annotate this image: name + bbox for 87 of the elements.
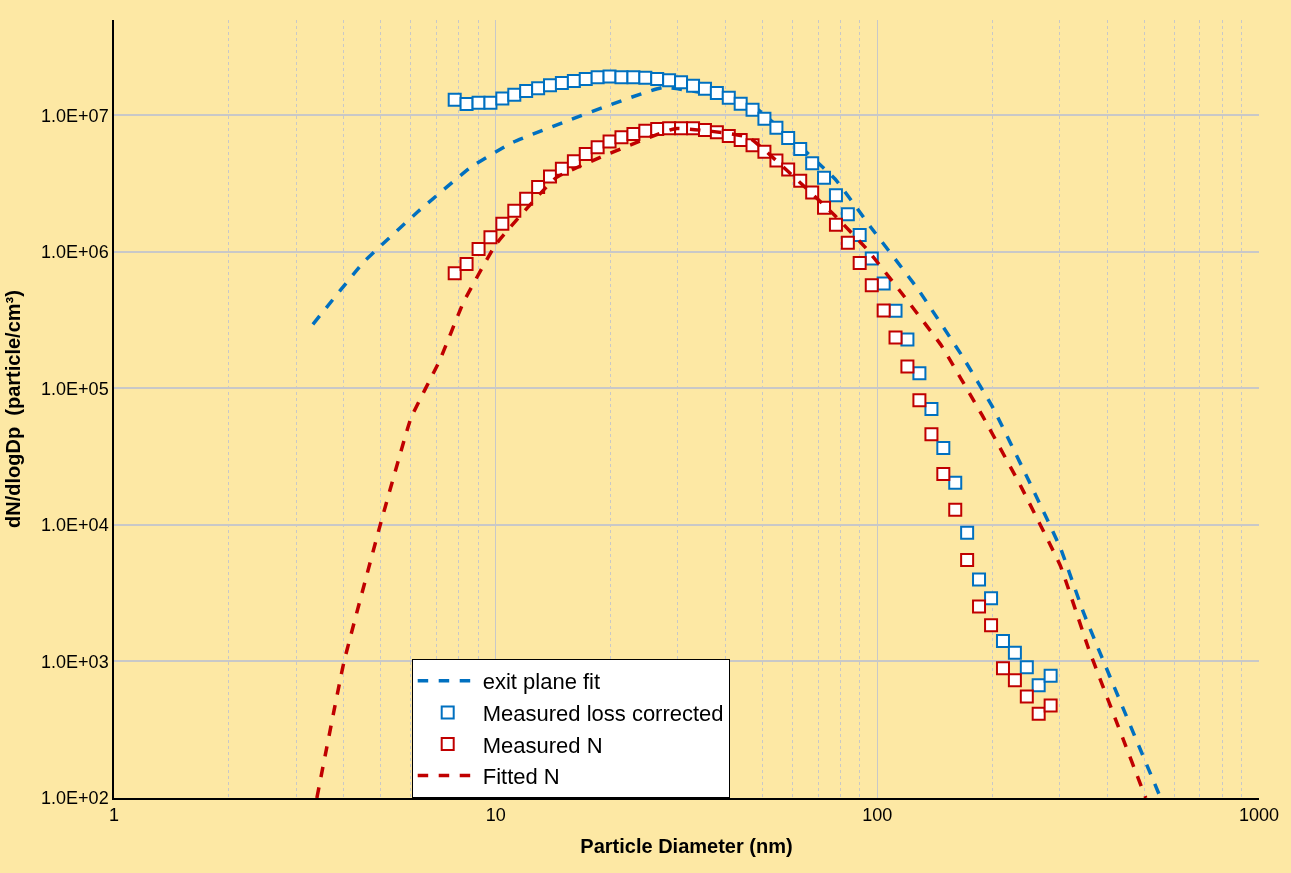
point	[543, 78, 558, 93]
point	[471, 242, 486, 257]
legend-label: Fitted N	[482, 764, 560, 790]
legend-label: Measured loss corrected	[482, 700, 724, 726]
point	[817, 200, 832, 215]
legend-label: exit plane fit	[482, 669, 601, 695]
legend-label: Measured N	[482, 732, 603, 758]
point	[519, 83, 534, 98]
point	[948, 502, 963, 517]
point	[793, 141, 808, 156]
y-tick-label: 1.0E+03	[41, 651, 109, 672]
point	[483, 95, 498, 110]
point	[709, 85, 724, 100]
point	[745, 102, 760, 117]
point	[828, 217, 843, 232]
point	[495, 216, 510, 231]
point	[578, 146, 593, 161]
point	[674, 75, 689, 90]
point	[936, 441, 951, 456]
point	[984, 591, 999, 606]
point	[578, 71, 593, 86]
point	[757, 111, 772, 126]
point	[876, 303, 891, 318]
point	[495, 91, 510, 106]
point	[948, 475, 963, 490]
point	[590, 140, 605, 155]
point	[769, 120, 784, 135]
y-tick-label: 1.0E+06	[41, 242, 109, 263]
point	[507, 87, 522, 102]
point	[686, 78, 701, 93]
point	[864, 278, 879, 293]
point	[912, 393, 927, 408]
point	[805, 156, 820, 171]
point	[1031, 678, 1046, 693]
point	[972, 599, 987, 614]
point	[805, 185, 820, 200]
point	[459, 256, 474, 271]
point	[828, 188, 843, 203]
point	[960, 553, 975, 568]
point	[554, 75, 569, 90]
point	[960, 525, 975, 540]
point	[1007, 645, 1022, 660]
y-axis-title: dN/dlogDp (particle/cm³)	[2, 290, 25, 528]
point	[995, 661, 1010, 676]
point	[984, 618, 999, 633]
point	[733, 96, 748, 111]
x-axis-title: Particle Diameter (nm)	[580, 835, 793, 858]
point	[447, 266, 462, 281]
x-tick-label: 1000	[1238, 805, 1280, 826]
point	[852, 228, 867, 243]
point	[840, 235, 855, 250]
point	[519, 191, 534, 206]
point	[936, 467, 951, 482]
y-tick-label: 1.0E+04	[41, 515, 109, 536]
x-tick-label: 1	[108, 805, 120, 826]
point	[888, 330, 903, 345]
point	[1007, 673, 1022, 688]
point	[1043, 698, 1058, 713]
point	[912, 366, 927, 381]
x-tick-label: 10	[485, 805, 506, 826]
point	[483, 230, 498, 245]
point	[566, 73, 581, 88]
point	[721, 90, 736, 105]
point	[697, 81, 712, 96]
point	[924, 401, 939, 416]
x-tick-label: 100	[862, 805, 893, 826]
point	[1019, 689, 1034, 704]
point	[900, 359, 915, 374]
point	[1019, 660, 1034, 675]
point	[447, 92, 462, 107]
y-tick-label: 1.0E+02	[41, 788, 109, 809]
point	[852, 255, 867, 270]
y-tick-label: 1.0E+05	[41, 378, 109, 399]
point	[924, 427, 939, 442]
point	[781, 130, 796, 145]
point	[614, 130, 629, 145]
point	[817, 170, 832, 185]
point	[757, 144, 772, 159]
point	[662, 73, 677, 88]
point	[1031, 706, 1046, 721]
point	[840, 207, 855, 222]
point	[531, 81, 546, 96]
y-tick-label: 1.0E+07	[41, 105, 109, 126]
point	[995, 634, 1010, 649]
point	[972, 572, 987, 587]
point	[1043, 668, 1058, 683]
point	[507, 203, 522, 218]
